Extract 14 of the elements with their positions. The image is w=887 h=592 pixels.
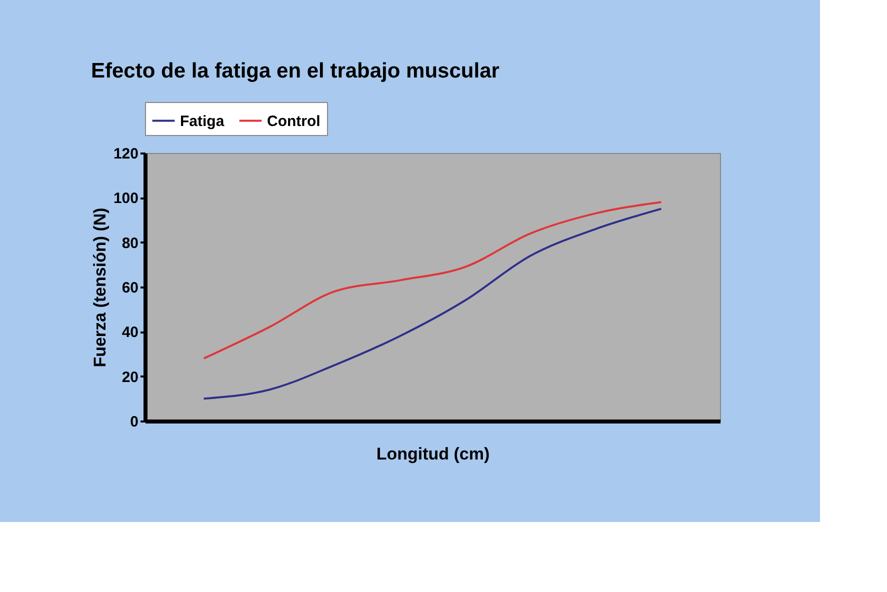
y-tick-label: 80 <box>122 234 138 252</box>
y-tick-label: 100 <box>113 190 138 208</box>
y-tick-label: 40 <box>122 324 138 342</box>
y-tick-label: 0 <box>130 414 138 430</box>
y-tick-label: 120 <box>113 146 138 162</box>
chart-title: Efecto de la fatiga en el trabajo muscular <box>90 60 500 82</box>
legend-label: Fatiga <box>180 112 225 130</box>
y-tick-label: 60 <box>122 280 138 296</box>
y-tick-label: 20 <box>122 368 138 386</box>
y-axis-title: Fuerza (tensión) (N) <box>90 208 110 368</box>
line-series <box>202 208 662 400</box>
line-series <box>202 201 662 360</box>
legend-label: Control <box>267 112 320 130</box>
x-axis-title: Longitud (cm) <box>376 444 490 464</box>
